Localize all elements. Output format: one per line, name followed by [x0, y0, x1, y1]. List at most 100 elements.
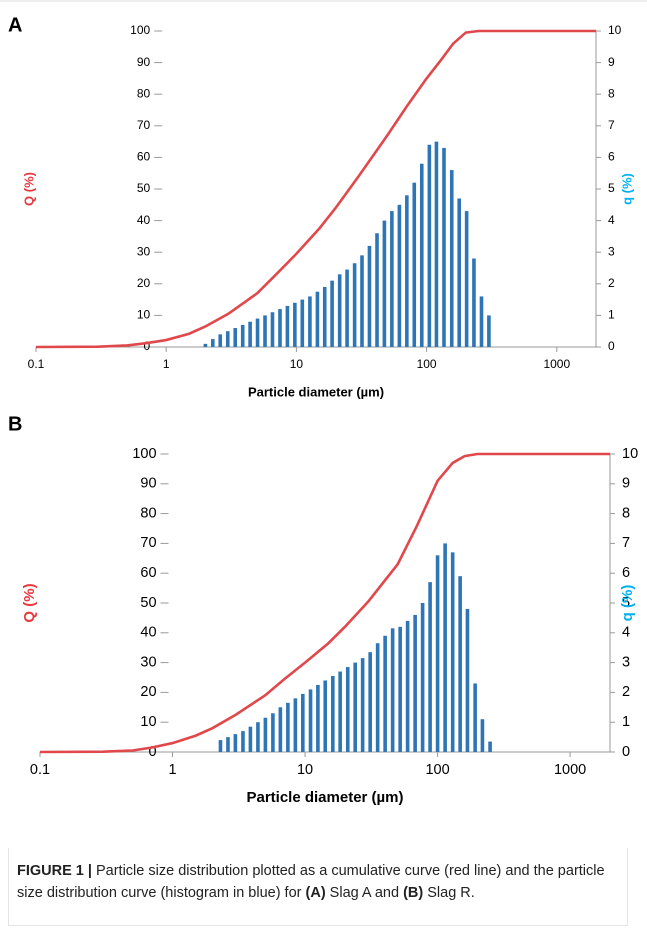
bar — [248, 726, 253, 752]
caption-ref: (B) — [403, 885, 424, 901]
bar — [375, 643, 380, 752]
y2-tick-label: 10 — [608, 23, 622, 37]
bar — [293, 302, 297, 347]
cumulative-line — [35, 29, 596, 349]
y2-tick-label: 5 — [622, 595, 630, 611]
y-tick-label: 70 — [137, 118, 151, 132]
x-tick-label: 100 — [425, 762, 449, 778]
caption-text: Particle size distribution plotted as a … — [17, 863, 605, 901]
bar — [360, 658, 365, 752]
y2-tick-label: 5 — [608, 181, 615, 195]
bar — [405, 620, 410, 752]
x-tick-label: 0.1 — [28, 357, 45, 371]
y-tick-label: 0 — [144, 339, 151, 353]
x-tick-label: 1 — [168, 762, 176, 778]
y-tick-label: 10 — [137, 308, 151, 322]
y-tick-label: 30 — [140, 654, 156, 670]
bar — [301, 693, 305, 752]
bar — [248, 321, 252, 347]
bar — [450, 552, 455, 752]
caption-ref: (A) — [305, 885, 326, 901]
bar — [331, 676, 335, 752]
bar — [285, 305, 290, 347]
y-tick-label: 40 — [137, 213, 151, 227]
y-tick-label: 90 — [140, 476, 156, 492]
y2-tick-label: 2 — [622, 684, 630, 700]
bar — [211, 339, 215, 347]
figure: A0.1 1 10 100 100001020304050607080901000123… — [0, 0, 647, 806]
bar — [337, 274, 342, 347]
y-tick-label: 80 — [137, 86, 151, 100]
x-tick-label: 1000 — [543, 357, 570, 371]
y2-tick-label: 4 — [608, 213, 615, 227]
panel-label: A — [8, 14, 22, 36]
bar — [255, 318, 260, 347]
y2-tick-label: 8 — [622, 505, 630, 521]
bar — [375, 233, 379, 347]
bar — [278, 707, 283, 752]
bar — [390, 211, 394, 347]
bar — [427, 144, 432, 347]
bar — [226, 737, 230, 752]
y-tick-label: 70 — [140, 535, 156, 551]
y2-tick-label: 3 — [608, 244, 615, 258]
y2-tick-label: 6 — [622, 565, 630, 581]
bar — [322, 286, 327, 347]
bar — [233, 328, 238, 347]
bar — [270, 312, 275, 347]
bar — [465, 608, 470, 752]
y-tick-label: 90 — [137, 55, 151, 69]
bar — [383, 635, 387, 752]
bar — [352, 263, 357, 347]
y2-tick-label: 2 — [608, 276, 615, 290]
y2-tick-label: 0 — [622, 744, 630, 760]
x-tick-label: 1 — [163, 357, 170, 371]
bar — [218, 334, 223, 347]
bar — [225, 331, 230, 347]
bar — [278, 309, 282, 347]
bar — [368, 652, 372, 752]
bar — [293, 698, 298, 752]
y-tick-label: 50 — [137, 181, 151, 195]
caption-text: Slag A and — [325, 885, 404, 901]
x-tick-label: 10 — [290, 357, 304, 371]
bar — [367, 245, 372, 347]
y2-axis-label: q (%) — [619, 173, 634, 205]
bar — [323, 680, 328, 752]
bar — [218, 740, 223, 752]
bar — [345, 269, 349, 347]
bar — [435, 555, 440, 752]
y2-tick-label: 7 — [622, 535, 630, 551]
bar — [434, 141, 439, 347]
y-tick-label: 30 — [137, 244, 151, 258]
y-axis-label: Q (%) — [21, 172, 36, 206]
bar — [443, 543, 447, 752]
bar — [286, 702, 290, 752]
caption-label: FIGURE 1 | — [17, 863, 92, 879]
bar — [390, 628, 395, 752]
bar — [233, 734, 238, 752]
bar — [315, 291, 320, 347]
bar — [338, 671, 342, 752]
bar — [240, 324, 245, 347]
bar — [263, 315, 267, 347]
y2-tick-label: 9 — [608, 55, 615, 69]
bar — [308, 296, 312, 347]
bar — [382, 220, 387, 347]
y2-tick-label: 6 — [608, 150, 615, 164]
bar — [472, 258, 476, 347]
bar — [420, 603, 425, 752]
y2-tick-label: 1 — [622, 714, 630, 730]
y-tick-label: 50 — [140, 595, 156, 611]
y-tick-label: 0 — [148, 744, 156, 760]
bar — [487, 315, 491, 347]
y2-tick-label: 8 — [608, 86, 615, 100]
bar — [360, 255, 364, 347]
y2-tick-label: 0 — [608, 339, 615, 353]
y-tick-label: 60 — [140, 565, 156, 581]
bar — [345, 667, 350, 752]
bar — [353, 662, 358, 752]
bar — [457, 198, 462, 347]
x-tick-label: 10 — [297, 762, 313, 778]
y-tick-label: 100 — [132, 446, 156, 462]
